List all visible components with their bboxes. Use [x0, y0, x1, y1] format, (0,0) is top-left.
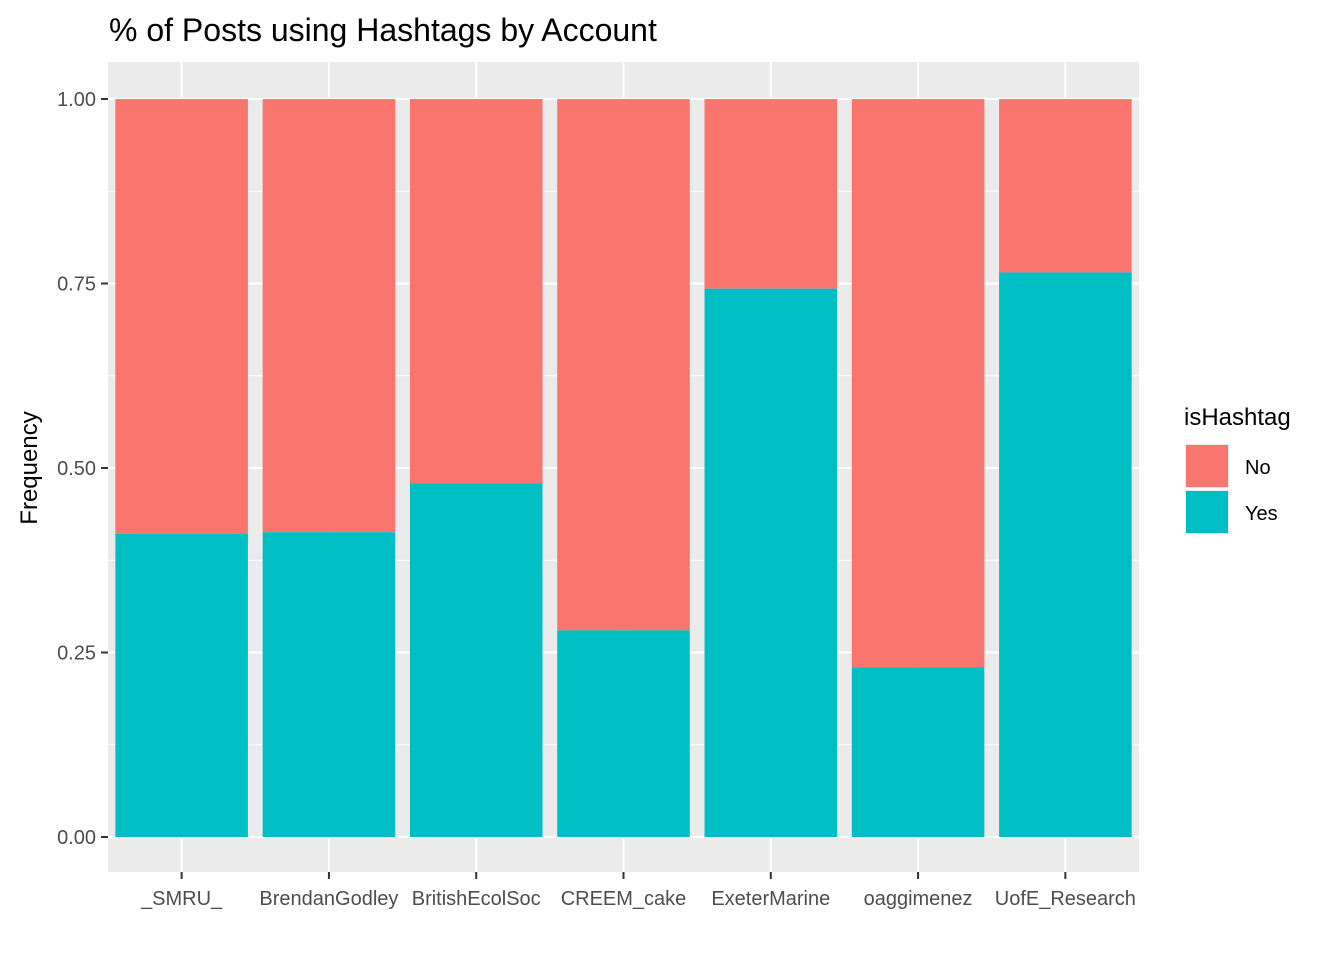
bar-yes — [115, 533, 248, 837]
y-axis: 0.00 0.25 0.50 0.75 1.00 — [57, 89, 108, 849]
legend-swatch — [1186, 491, 1228, 533]
legend: isHashtag No Yes — [1184, 404, 1291, 534]
bar-no — [851, 99, 985, 668]
bar-yes — [262, 532, 396, 837]
x-axis: _SMRU_ BrendanGodley BritishEcolSoc CREEM_c… — [140, 872, 1136, 910]
legend-swatch — [1186, 445, 1228, 487]
chart-title: % of Posts using Hashtags by Account — [109, 12, 657, 48]
x-tick-label: BritishEcolSoc — [412, 888, 541, 910]
x-tick-label: _SMRU_ — [140, 888, 223, 910]
bar-yes — [409, 483, 543, 837]
bar-no — [409, 99, 543, 484]
bar-no — [999, 99, 1132, 273]
bar-no — [557, 99, 690, 631]
x-tick-label: oaggimenez — [864, 888, 973, 910]
bar-no — [115, 99, 248, 534]
bar-no — [262, 99, 396, 533]
x-tick-label: BrendanGodley — [259, 888, 398, 910]
y-tick-label: 1.00 — [57, 89, 96, 111]
y-tick-label: 0.25 — [57, 643, 96, 665]
bar-yes — [999, 272, 1132, 837]
x-tick-label: CREEM_cake — [561, 888, 687, 910]
y-tick-label: 0.75 — [57, 274, 96, 296]
bar-yes — [851, 667, 985, 837]
y-tick-label: 0.50 — [57, 458, 96, 480]
bar-no — [704, 99, 838, 289]
legend-label: No — [1245, 457, 1271, 479]
bar-yes — [557, 630, 690, 837]
bars — [115, 99, 1132, 837]
y-tick-label: 0.00 — [57, 827, 96, 849]
legend-label: Yes — [1245, 503, 1278, 525]
x-tick-label: UofE_Research — [995, 888, 1136, 910]
legend-title: isHashtag — [1184, 404, 1291, 431]
y-axis-title: Frequency — [16, 411, 43, 524]
bar-yes — [704, 288, 838, 837]
x-tick-label: ExeterMarine — [711, 888, 830, 910]
